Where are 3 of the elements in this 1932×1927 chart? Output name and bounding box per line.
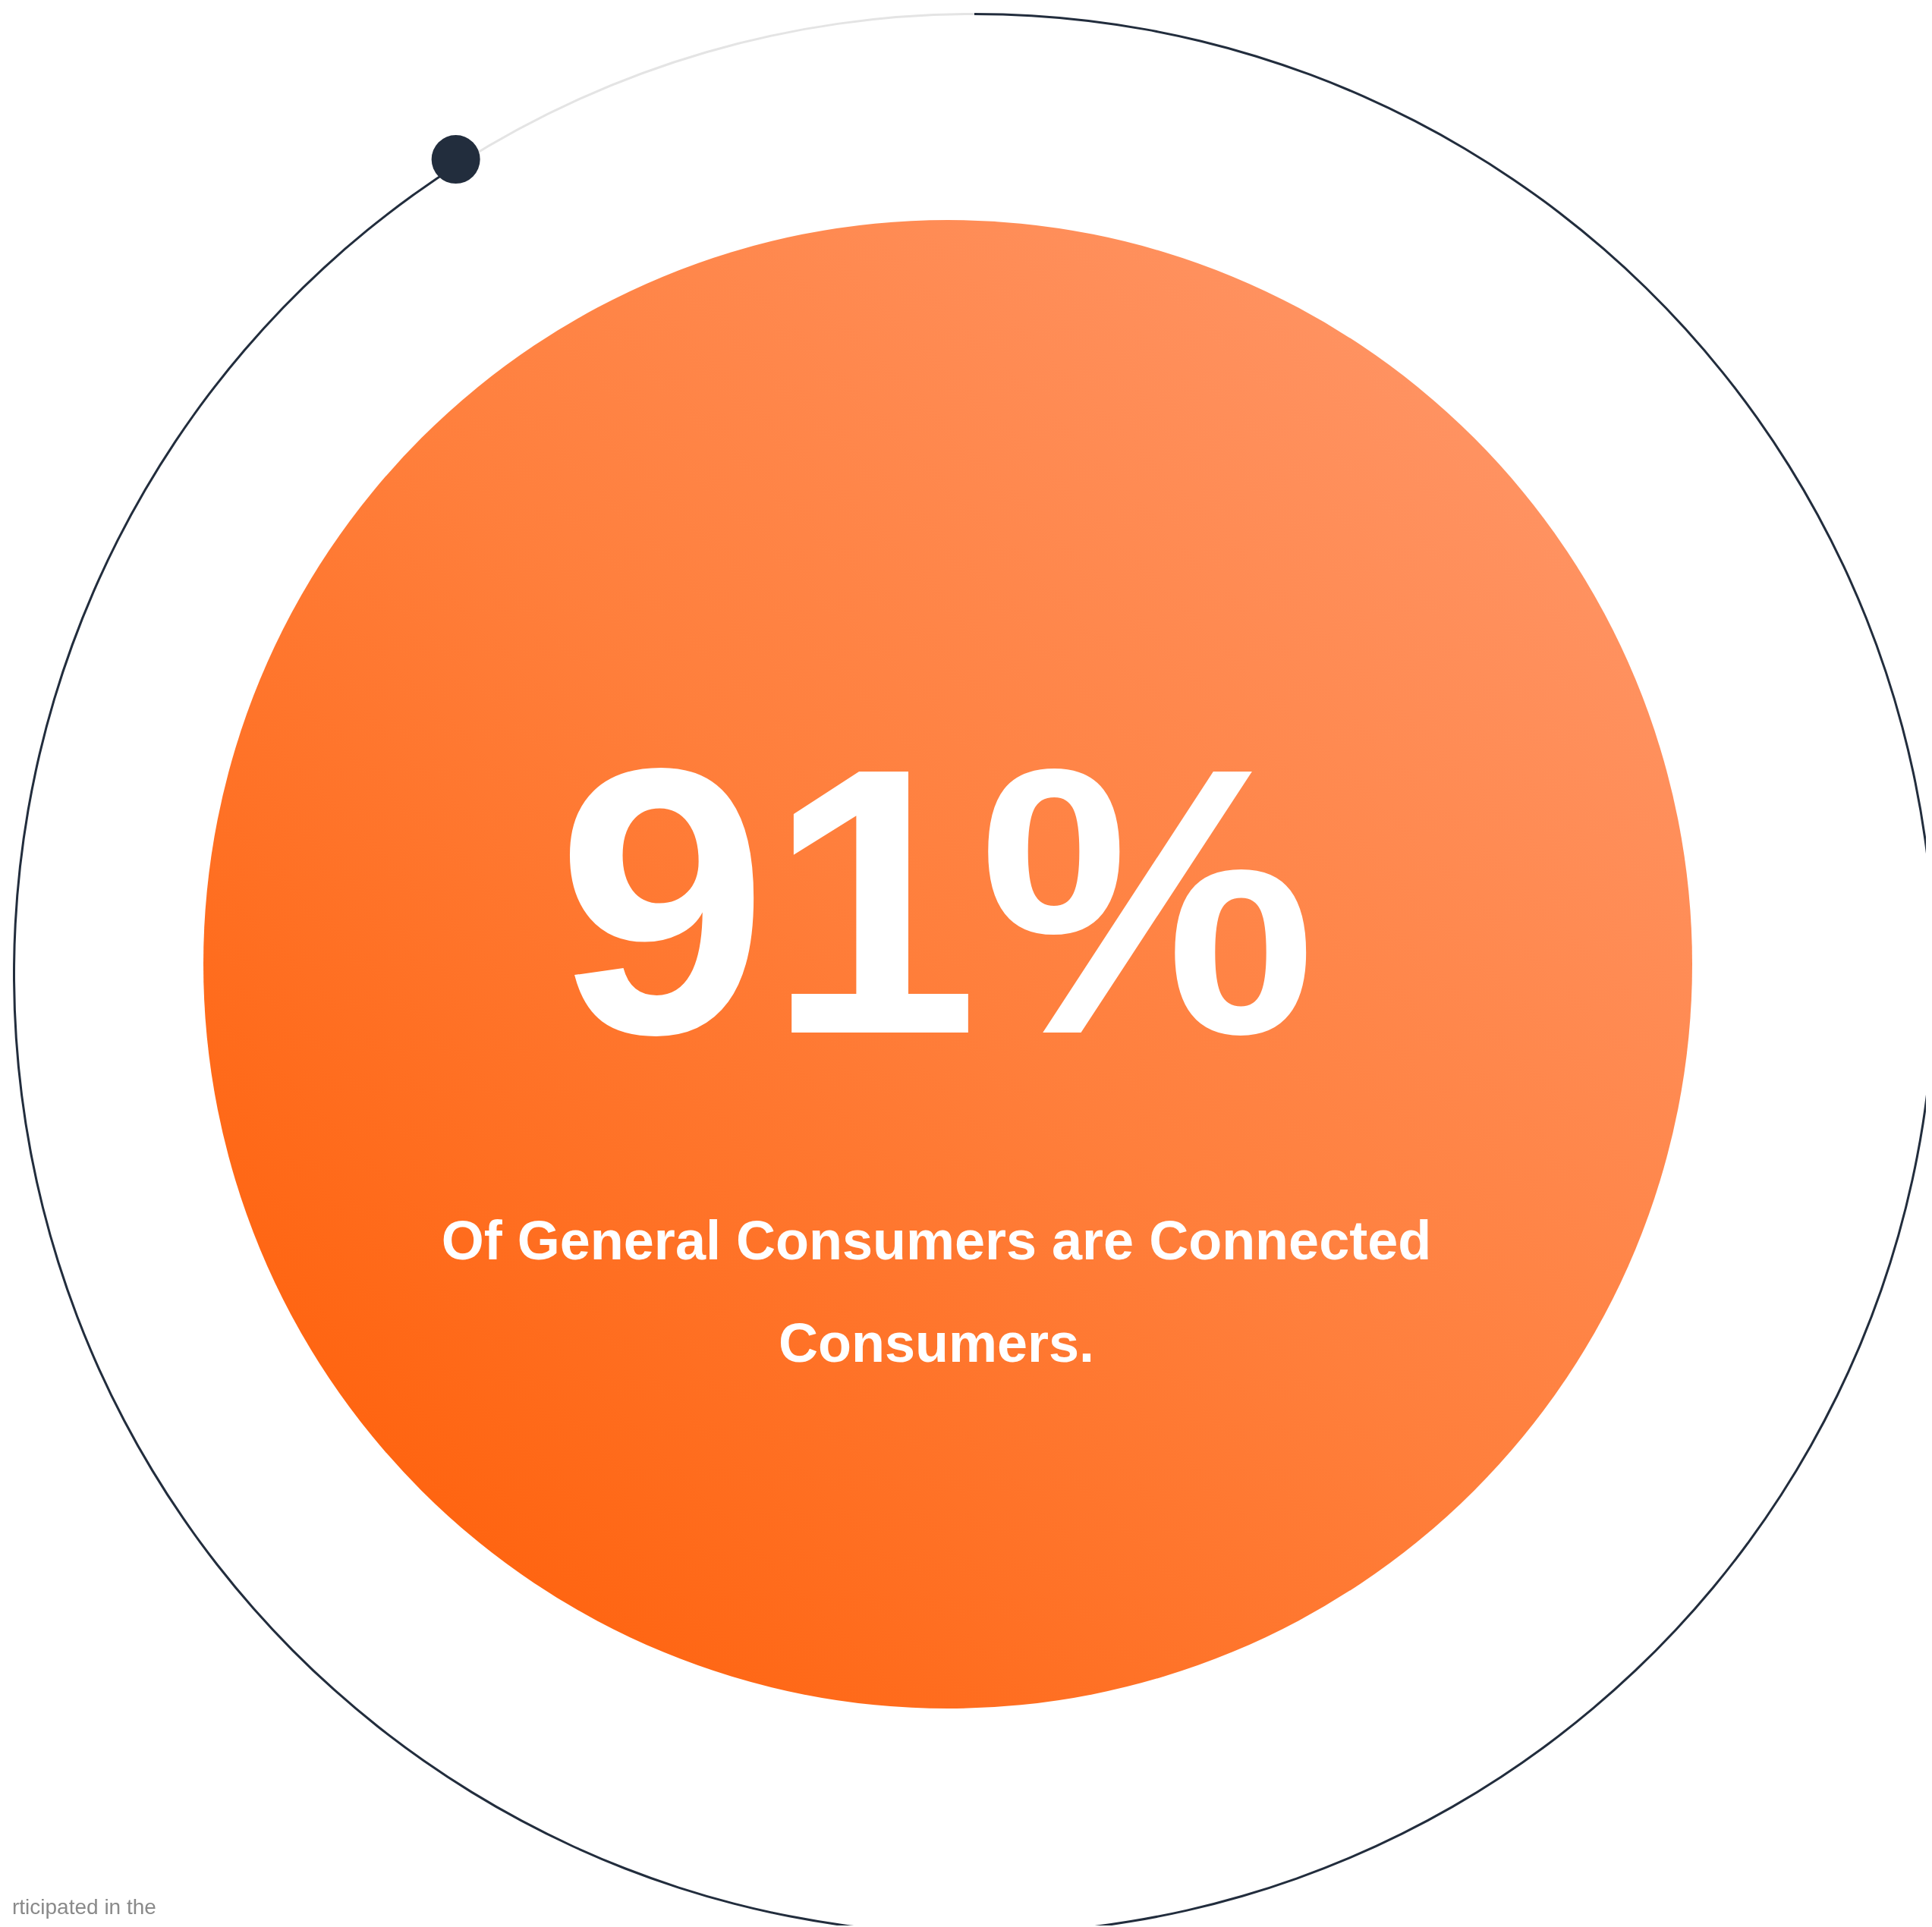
text: rticipated in the [12,1895,156,1919]
data-label: 91% [555,689,1317,1114]
text: Of General Consumers are Connected Consumers. [440,1209,1433,1375]
